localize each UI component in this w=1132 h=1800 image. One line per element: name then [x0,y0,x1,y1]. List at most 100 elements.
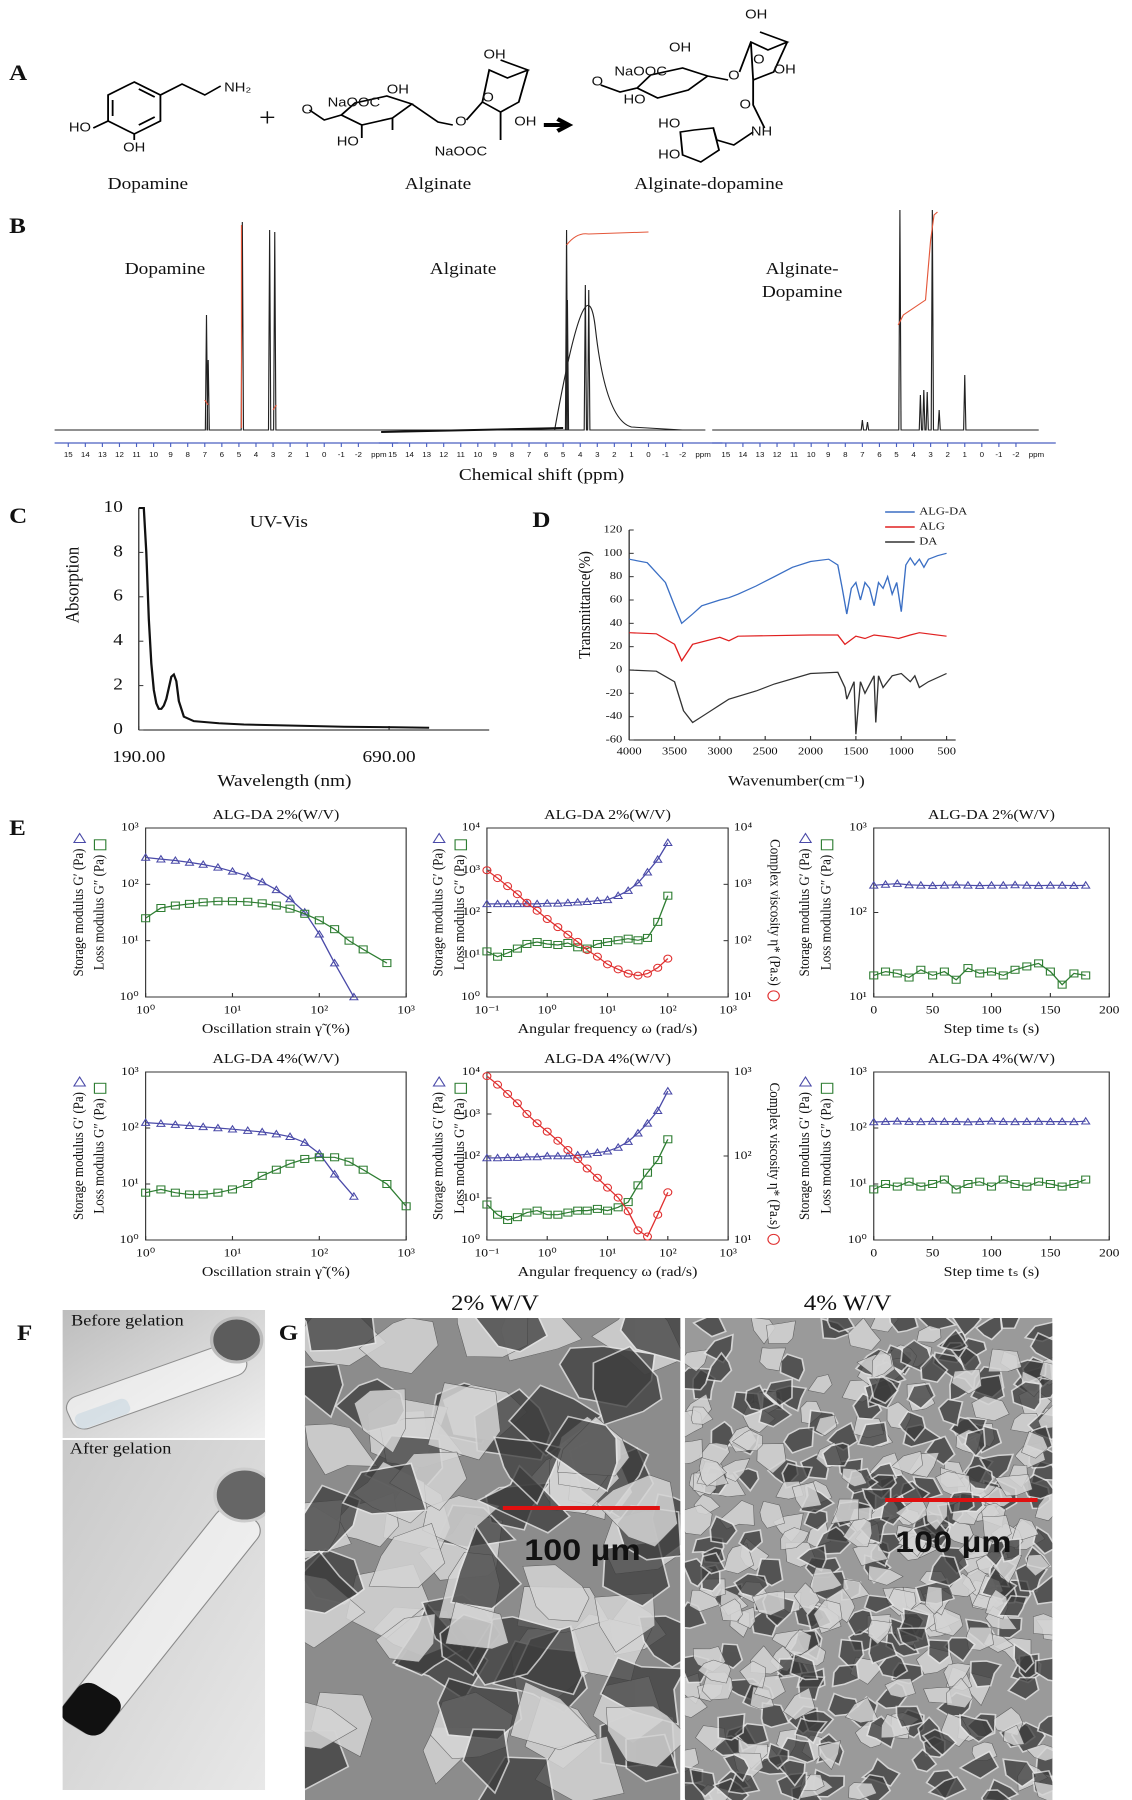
marker-triangle [492,899,503,908]
marker-square [963,964,973,973]
nmr-tick-label: 5 [894,450,898,458]
sem-texture [866,1376,899,1405]
marker-circle [553,923,563,932]
nmr-hump [554,305,683,431]
sem-texture [951,1369,982,1395]
marker-triangle [1010,1117,1020,1126]
y2-axis-label: Complex viscosity η* (Pa.s) [766,1083,782,1230]
x-tick-label: 2000 [798,745,823,757]
marker-square [184,899,195,908]
marker-circle [563,930,573,939]
sem-texture [846,1609,875,1636]
marker-triangle [939,880,950,889]
marker-square [653,1156,663,1165]
nmr-spectrum [54,221,382,431]
x-axis-label: Step time tₛ (s) [944,1022,1040,1037]
x-tick-label: 10² [659,1246,677,1259]
y-tick-label: 10² [462,1148,480,1161]
panel-label: D [532,508,550,532]
nmr-tick-label: 12 [115,450,124,458]
y-tick-label: 10³ [121,1064,139,1077]
sem-texture [813,1599,843,1630]
marker-circle [553,1136,563,1145]
sem-texture [341,1462,428,1515]
nmr-tick-label: 12 [773,450,782,458]
marker-circle [602,960,613,969]
x-tick-label: 50 [926,1246,940,1259]
sem-texture [596,1474,678,1548]
marker-triangle [915,1117,926,1126]
sem-title: 2% W/V [451,1291,539,1315]
marker-square [892,1182,902,1191]
marker-circle [573,1155,583,1164]
nmr-tick-label: 11 [132,450,140,458]
x-tick-label: 100 [981,1003,1001,1016]
sem-texture [1039,1361,1053,1381]
marker-triangle [542,1151,553,1160]
sem-texture [964,1427,986,1458]
y-tick-label: 10⁰ [120,989,139,1002]
marker-square [633,1181,643,1190]
sem-texture [957,1534,993,1560]
sem-texture [760,1702,791,1729]
sem-texture [717,1713,746,1741]
sem-texture [782,1426,815,1454]
marker-triangle [582,1149,593,1158]
marker-square [663,1135,673,1144]
sem-texture [358,1318,439,1374]
series-line [873,1178,1086,1191]
sem-texture [1032,1613,1053,1636]
marker-circle [663,954,673,963]
sem-image [684,1318,1053,1800]
marker-triangle [198,859,209,868]
nmr-tick-label: 9 [493,450,497,458]
x-tick-label: 190.00 [112,747,165,766]
marker-square [939,967,949,976]
sem-texture [1026,1743,1053,1762]
nmr-tick-label: 14 [405,450,414,458]
marker-triangle [492,1153,503,1162]
y2-tick-label: 10² [734,1148,752,1161]
sem-texture [368,1523,446,1588]
sem-texture [692,1318,727,1338]
y-tick-label: 10⁰ [120,1232,139,1245]
sem-texture [1033,1781,1053,1800]
sem-texture [974,1318,1003,1341]
marker-square [1081,971,1091,980]
x-tick-label: 100 [981,1246,1001,1259]
sem-texture [304,1363,344,1419]
nmr-tick-label: 5 [561,450,565,458]
marker-circle [482,1072,492,1081]
nmr-tick-label: 11 [457,450,465,458]
sem-texture [868,1635,898,1665]
x-tick-label: 10⁰ [136,1003,155,1016]
marker-square [503,949,513,958]
axis-symbol [454,839,468,851]
series-line [145,1156,407,1207]
nmr-title: Dopamine [125,259,205,278]
sem-texture [987,1348,1022,1372]
x-tick-label: 3000 [707,745,732,757]
sem-texture [999,1318,1021,1329]
marker-circle [532,1119,542,1128]
y-tick-label: 120 [604,523,623,535]
sem-texture [791,1481,822,1509]
marker-square [1034,959,1044,968]
axis-symbol [72,1075,87,1087]
marker-triangle [939,1117,950,1125]
marker-square [330,925,340,934]
marker-square [623,934,633,943]
sem-texture [544,1415,618,1493]
marker-triangle [257,877,268,886]
x-tick-label: 10³ [719,1246,737,1259]
marker-square [314,916,324,925]
marker-triangle [623,886,634,894]
sem-texture [722,1753,751,1783]
atom-label: O [301,101,313,116]
y-tick-label: 10² [849,1120,867,1133]
marker-square [613,936,623,945]
y-tick-label: 10⁰ [848,1232,867,1245]
nmr-tick-label: 1 [963,450,967,458]
nmr-tick-label: 4 [254,450,258,458]
marker-square [623,1198,633,1207]
